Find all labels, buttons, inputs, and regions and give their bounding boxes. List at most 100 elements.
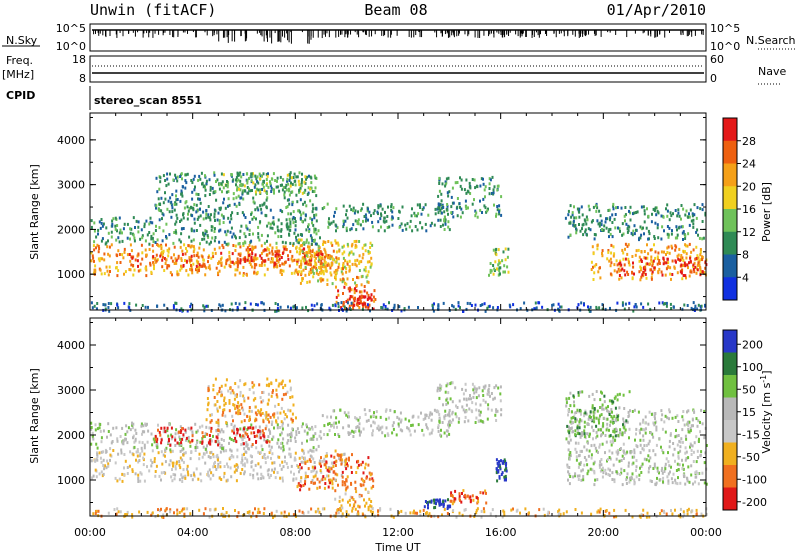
- data-cell: [459, 498, 461, 501]
- data-cell: [141, 244, 143, 247]
- data-cell: [225, 262, 227, 265]
- data-cell: [276, 393, 278, 396]
- data-cell: [198, 256, 200, 259]
- data-cell: [270, 474, 272, 477]
- data-cell: [362, 303, 364, 306]
- data-cell: [584, 425, 586, 428]
- data-cell: [679, 215, 681, 218]
- data-cell: [289, 448, 291, 451]
- data-cell: [239, 394, 241, 397]
- data-cell: [680, 437, 682, 440]
- data-cell: [319, 256, 321, 259]
- data-cell: [133, 237, 135, 240]
- data-cell: [214, 396, 216, 399]
- data-cell: [682, 208, 684, 211]
- data-cell: [657, 255, 659, 258]
- data-cell: [287, 212, 289, 215]
- data-cell: [490, 262, 492, 265]
- data-cell: [638, 249, 640, 252]
- data-cell: [356, 259, 358, 262]
- data-cell: [109, 246, 111, 249]
- data-cell: [541, 306, 543, 309]
- data-cell: [95, 443, 97, 446]
- data-cell: [460, 216, 462, 219]
- data-cell: [620, 447, 622, 450]
- data-cell: [351, 302, 353, 305]
- data-cell: [348, 459, 350, 462]
- data-cell: [316, 251, 318, 254]
- data-cell: [205, 426, 207, 429]
- data-cell: [665, 415, 667, 418]
- data-cell: [686, 210, 688, 213]
- data-cell: [195, 210, 197, 213]
- data-cell: [349, 260, 351, 263]
- data-cell: [281, 468, 283, 471]
- data-cell: [270, 261, 272, 264]
- data-cell: [694, 266, 696, 269]
- data-cell: [237, 257, 239, 260]
- data-cell: [450, 397, 452, 400]
- data-cell: [97, 447, 99, 450]
- data-cell: [442, 224, 444, 227]
- data-cell: [204, 306, 206, 309]
- data-cell: [645, 415, 647, 418]
- data-cell: [190, 264, 192, 267]
- data-cell: [137, 455, 139, 458]
- data-cell: [214, 219, 216, 222]
- data-cell: [425, 414, 427, 417]
- data-cell: [638, 474, 640, 477]
- data-cell: [281, 461, 283, 464]
- data-cell: [301, 239, 303, 242]
- data-cell: [581, 227, 583, 230]
- data-cell: [342, 476, 344, 479]
- data-cell: [438, 305, 440, 308]
- data-cell: [188, 236, 190, 239]
- data-cell: [277, 417, 279, 420]
- data-cell: [210, 186, 212, 189]
- data-cell: [592, 437, 594, 440]
- data-cell: [650, 431, 652, 434]
- data-cell: [96, 453, 98, 456]
- data-cell: [253, 216, 255, 219]
- data-cell: [610, 273, 612, 276]
- data-cell: [298, 189, 300, 192]
- data-cell: [304, 457, 306, 460]
- data-cell: [265, 427, 267, 430]
- data-cell: [324, 256, 326, 259]
- data-cell: [255, 217, 257, 220]
- data-cell: [234, 394, 236, 397]
- data-cell: [583, 303, 585, 306]
- data-cell: [634, 232, 636, 235]
- data-cell: [135, 432, 137, 435]
- data-cell: [475, 408, 477, 411]
- data-cell: [242, 211, 244, 214]
- data-cell: [497, 462, 499, 465]
- data-cell: [632, 462, 634, 465]
- data-cell: [339, 500, 341, 503]
- data-cell: [302, 212, 304, 215]
- data-cell: [207, 397, 209, 400]
- data-cell: [476, 185, 478, 188]
- data-cell: [426, 426, 428, 429]
- nsky-tick-bottom: 10^0: [56, 40, 86, 53]
- data-cell: [282, 480, 284, 483]
- data-cell: [614, 269, 616, 272]
- data-cell: [485, 502, 487, 505]
- data-cell: [217, 443, 219, 446]
- data-cell: [295, 194, 297, 197]
- data-cell: [314, 190, 316, 193]
- data-cell: [246, 444, 248, 447]
- data-cell: [220, 258, 222, 261]
- data-cell: [677, 463, 679, 466]
- data-cell: [235, 268, 237, 271]
- data-cell: [646, 262, 648, 265]
- data-cell: [590, 468, 592, 471]
- data-cell: [259, 432, 261, 435]
- data-cell: [615, 206, 617, 209]
- data-cell: [425, 500, 427, 503]
- data-cell: [281, 424, 283, 427]
- data-cell: [313, 272, 315, 275]
- data-cell: [235, 440, 237, 443]
- data-cell: [286, 225, 288, 228]
- data-cell: [600, 214, 602, 217]
